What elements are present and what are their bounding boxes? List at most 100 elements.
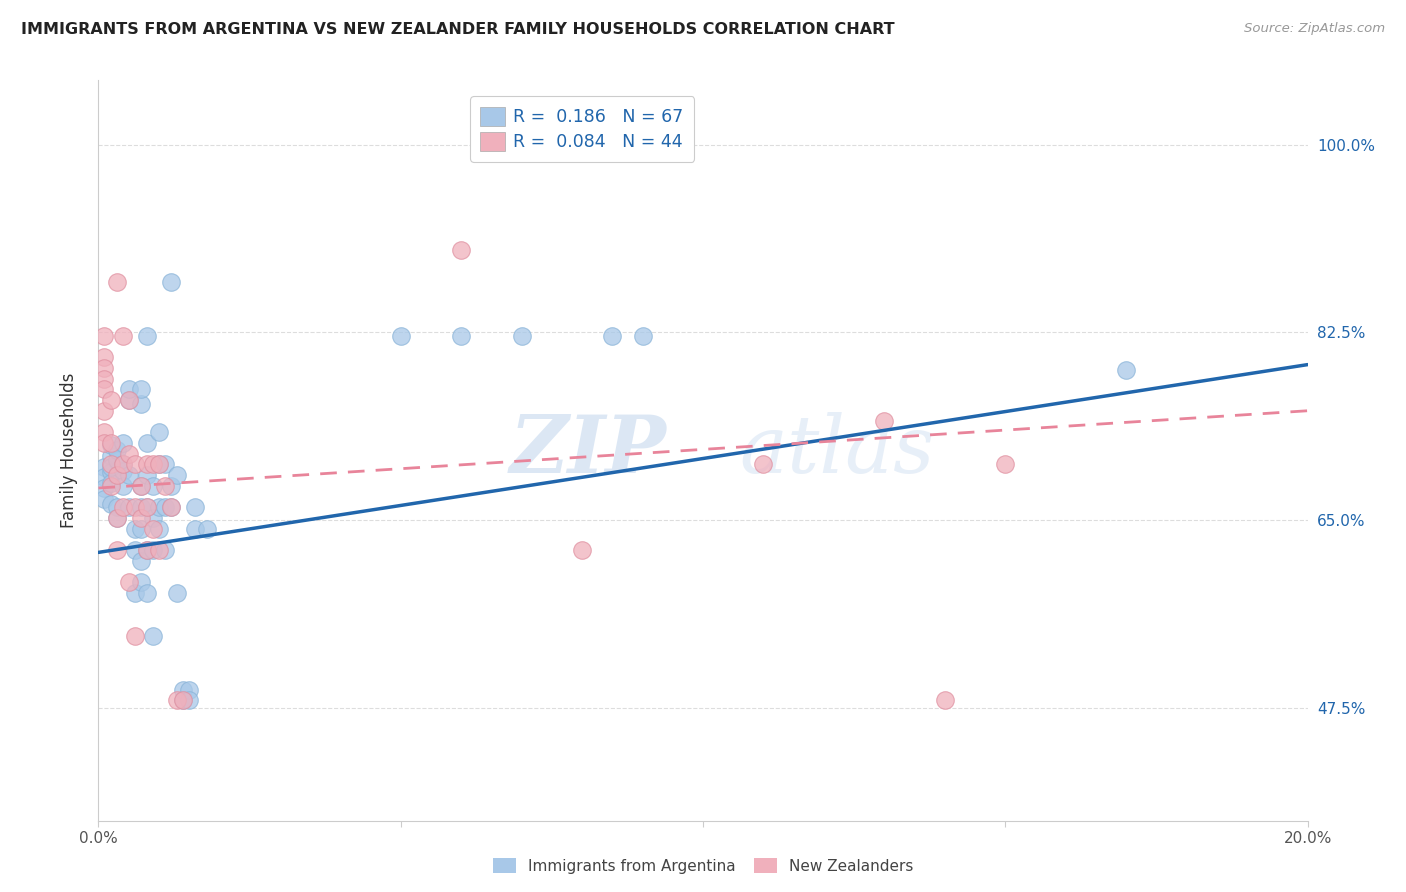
Point [135,328,157,343]
Point [142,629,165,643]
Point [602,328,624,343]
Point [93,436,115,450]
Point [93,459,115,474]
Point [118,575,141,590]
Point [934,693,956,707]
Point [93,360,115,375]
Point [100,458,122,472]
Point [160,500,183,515]
Point [111,458,134,472]
Point [118,392,141,407]
Point [153,543,176,558]
Point [135,458,157,472]
Point [111,458,134,472]
Point [450,328,472,343]
Point [129,500,152,515]
Point [100,465,122,479]
Point [142,458,165,472]
Point [105,468,128,483]
Point [172,682,194,697]
Point [148,425,170,440]
Legend: R =  0.186   N = 67, R =  0.084   N = 44: R = 0.186 N = 67, R = 0.084 N = 44 [470,96,695,161]
Point [100,449,122,463]
Point [153,500,176,515]
Point [510,328,533,343]
Point [142,479,165,493]
Point [184,522,207,536]
Point [124,522,146,536]
Point [153,479,176,493]
Text: atlas: atlas [740,412,935,489]
Point [389,328,412,343]
Point [100,479,122,493]
Point [100,438,122,452]
Point [195,522,218,536]
Point [93,371,115,385]
Point [118,382,141,396]
Point [135,436,157,450]
Point [172,693,194,707]
Point [124,629,146,643]
Point [179,682,201,697]
Point [100,392,122,407]
Point [111,500,134,515]
Point [135,500,157,515]
Point [105,543,128,558]
Text: Source: ZipAtlas.com: Source: ZipAtlas.com [1244,22,1385,36]
Point [129,522,152,536]
Point [111,464,134,478]
Point [105,453,128,467]
Point [135,468,157,483]
Text: ZIP: ZIP [510,412,666,489]
Point [450,243,472,257]
Point [105,511,128,525]
Point [129,575,152,590]
Point [148,500,170,515]
Point [100,497,122,511]
Point [135,543,157,558]
Point [142,511,165,525]
Point [873,415,896,429]
Point [118,392,141,407]
Point [129,511,152,525]
Point [160,500,183,515]
Point [129,382,152,396]
Point [118,500,141,515]
Point [118,468,141,483]
Point [100,436,122,450]
Point [166,468,188,483]
Point [93,403,115,417]
Point [148,458,170,472]
Point [160,479,183,493]
Point [142,543,165,558]
Y-axis label: Family Households: Family Households [59,373,77,528]
Point [153,458,176,472]
Point [124,500,146,515]
Point [100,459,122,474]
Text: IMMIGRANTS FROM ARGENTINA VS NEW ZEALANDER FAMILY HOUSEHOLDS CORRELATION CHART: IMMIGRANTS FROM ARGENTINA VS NEW ZEALAND… [21,22,894,37]
Point [93,491,115,506]
Point [148,522,170,536]
Point [93,481,115,495]
Point [111,328,134,343]
Point [118,447,141,461]
Point [148,543,170,558]
Legend: Immigrants from Argentina, New Zealanders: Immigrants from Argentina, New Zealander… [486,852,920,880]
Point [752,458,775,472]
Point [571,543,593,558]
Point [105,275,128,289]
Point [166,586,188,600]
Point [129,397,152,411]
Point [135,586,157,600]
Point [1115,363,1137,377]
Point [160,275,183,289]
Point [93,425,115,440]
Point [105,500,128,515]
Point [124,543,146,558]
Point [124,586,146,600]
Point [105,443,128,458]
Point [93,470,115,484]
Point [129,479,152,493]
Point [129,479,152,493]
Point [111,479,134,493]
